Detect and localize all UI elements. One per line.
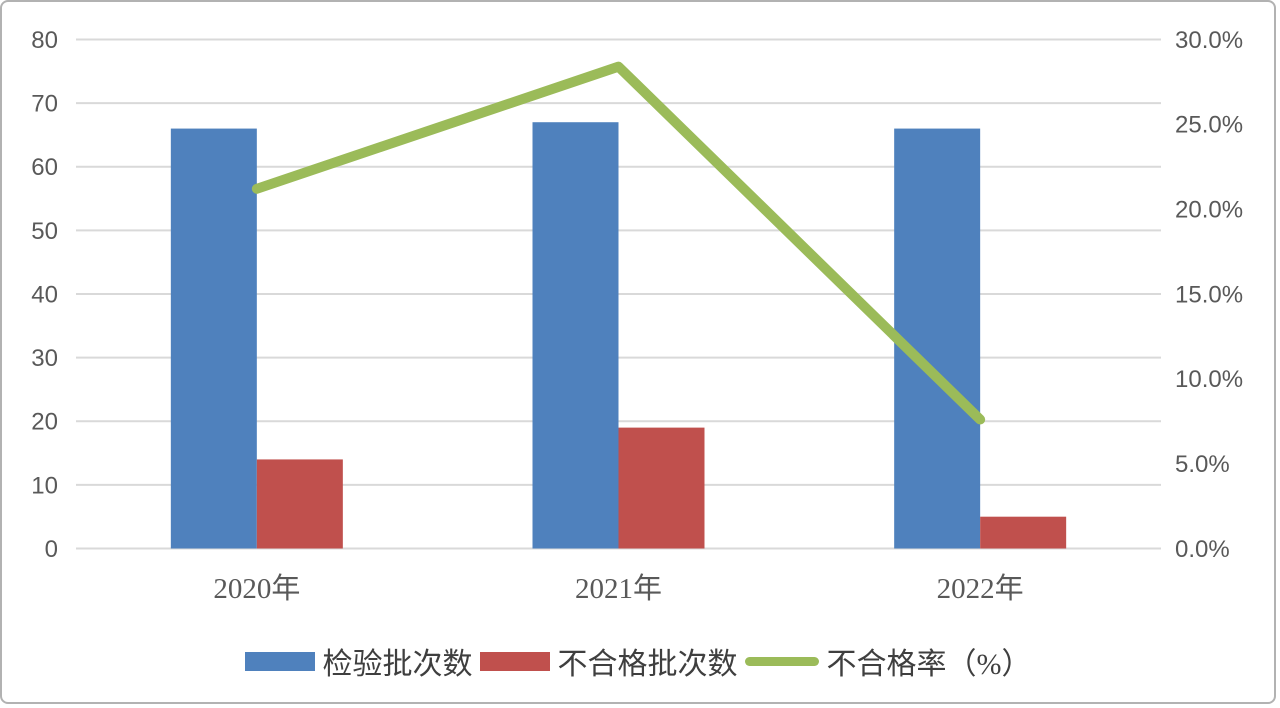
bar-inspected-2021年 xyxy=(532,122,619,549)
legend-swatch-blue-icon xyxy=(244,651,315,671)
legend-item-failure-rate: 不合格率（%） xyxy=(744,639,1032,683)
right-axis-tick-label: 20.0% xyxy=(1175,197,1243,224)
legend-swatch-red-icon xyxy=(479,651,550,671)
bar-failed-2020年 xyxy=(256,459,343,549)
legend-item-inspected-batches: 检验批次数 xyxy=(244,639,473,683)
bar-failed-2022年 xyxy=(980,516,1067,549)
left-axis-tick-label: 70 xyxy=(31,91,58,118)
bar-inspected-2020年 xyxy=(170,128,257,549)
bar-failed-2021年 xyxy=(618,427,705,549)
x-axis-category-label: 2021年 xyxy=(575,572,662,605)
left-axis-tick-label: 0 xyxy=(45,536,58,563)
right-axis-tick-label: 25.0% xyxy=(1175,112,1243,139)
legend-item-failed-batches: 不合格批次数 xyxy=(479,639,738,683)
right-axis-tick-label: 10.0% xyxy=(1175,366,1243,393)
left-axis-tick-label: 80 xyxy=(31,27,58,54)
left-axis-tick-label: 10 xyxy=(31,472,58,499)
legend-line-green-icon xyxy=(744,656,819,666)
right-axis-tick-label: 30.0% xyxy=(1175,27,1243,54)
left-axis-tick-label: 50 xyxy=(31,218,58,245)
bar-inspected-2022年 xyxy=(894,128,981,549)
left-axis-tick-label: 40 xyxy=(31,281,58,308)
left-axis-tick-label: 60 xyxy=(31,154,58,181)
x-axis-category-label: 2022年 xyxy=(937,572,1024,605)
failure-rate-line xyxy=(251,61,986,425)
legend-label-failure-rate: 不合格率（%） xyxy=(826,648,1032,681)
x-axis-category-label: 2020年 xyxy=(213,572,300,605)
right-axis-tick-label: 5.0% xyxy=(1175,451,1230,478)
left-axis-tick-label: 30 xyxy=(31,345,58,372)
legend-label-inspected-batches: 检验批次数 xyxy=(322,648,473,681)
legend-label-failed-batches: 不合格批次数 xyxy=(557,648,738,681)
left-axis-tick-label: 20 xyxy=(31,409,58,436)
right-axis-tick-label: 15.0% xyxy=(1175,281,1243,308)
right-axis-tick-label: 0.0% xyxy=(1175,536,1230,563)
chart-legend: 检验批次数 不合格批次数 不合格率（%） xyxy=(2,636,1274,686)
